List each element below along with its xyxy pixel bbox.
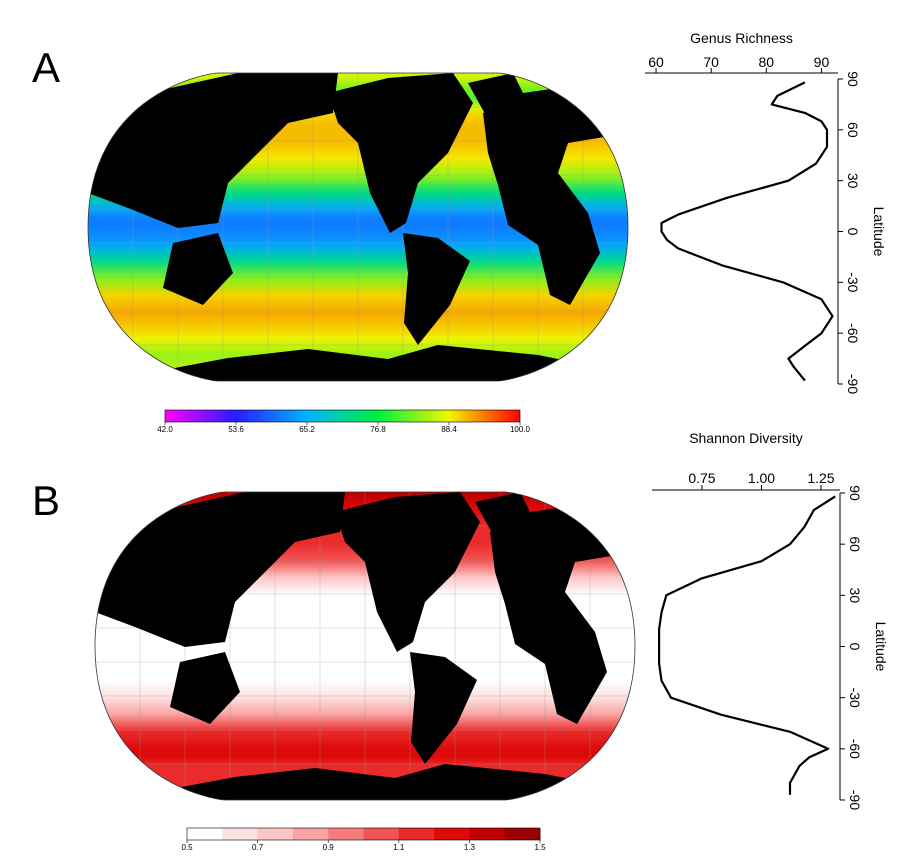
- colorbar-step: [469, 828, 505, 840]
- x-tick-label: 1.00: [748, 470, 775, 486]
- y-tick-label: -90: [845, 374, 861, 394]
- x-tick-label: 90: [814, 54, 830, 70]
- y-tick-label: -90: [847, 790, 863, 810]
- y-tick-label: 30: [845, 173, 861, 189]
- colorbar-step: [363, 828, 400, 840]
- colorbar-step: [398, 828, 435, 840]
- map-outline: [87, 72, 629, 382]
- panel-label: B: [32, 477, 60, 524]
- colorbar-tick-label: 0.5: [181, 843, 193, 852]
- y-tick-label: 0: [845, 228, 861, 236]
- x-tick-label: 0.75: [688, 470, 715, 486]
- colorbar-step: [328, 828, 364, 840]
- y-tick-label: 0: [847, 643, 863, 651]
- x-tick-label: 80: [759, 54, 775, 70]
- colorbar-tick-label: 1.3: [464, 843, 476, 852]
- y-tick-label: -60: [847, 739, 863, 759]
- y-tick-label: -60: [845, 323, 861, 343]
- x-tick-label: 70: [703, 54, 719, 70]
- colorbar-tick-label: 42.0: [157, 425, 173, 434]
- colorbar-tick-label: 76.8: [370, 425, 386, 434]
- colorbar-tick-label: 100.0: [510, 425, 531, 434]
- colorbar-step: [222, 828, 258, 840]
- x-tick-label: 1.25: [807, 470, 834, 486]
- colorbar-step: [434, 828, 470, 840]
- colorbar-gradient: [165, 410, 520, 422]
- y-tick-label: -30: [847, 688, 863, 708]
- colorbar-tick-label: 65.2: [299, 425, 315, 434]
- colorbar-step: [504, 828, 541, 840]
- y-tick-label: 60: [847, 536, 863, 552]
- colorbar-step: [292, 828, 329, 840]
- profile-line: [660, 81, 834, 382]
- profile-line: [658, 495, 836, 795]
- x-axis-title: Genus Richness: [690, 30, 793, 46]
- y-axis-title: Latitude: [871, 207, 887, 257]
- colorbar-step: [257, 828, 294, 840]
- map-outline: [94, 491, 636, 801]
- colorbar-tick-label: 0.7: [252, 843, 264, 852]
- y-tick-label: -30: [845, 272, 861, 292]
- map: [87, 72, 629, 382]
- x-tick-label: 60: [648, 54, 664, 70]
- y-tick-label: 30: [847, 588, 863, 604]
- colorbar-tick-label: 88.4: [441, 425, 457, 434]
- colorbar-tick-label: 53.6: [228, 425, 244, 434]
- panel-label: A: [32, 44, 60, 91]
- colorbar-tick-label: 0.9: [323, 843, 335, 852]
- colorbar-frame: [186, 827, 541, 841]
- colorbar-tick-label: 1.1: [393, 843, 405, 852]
- x-axis-title: Shannon Diversity: [689, 430, 803, 446]
- colorbar-frame: [164, 409, 521, 423]
- y-tick-label: 60: [845, 122, 861, 138]
- colorbar-tick-label: 1.5: [534, 843, 546, 852]
- y-tick-label: 90: [847, 485, 863, 501]
- y-axis-title: Latitude: [873, 622, 889, 672]
- y-tick-label: 90: [845, 71, 861, 87]
- map: [94, 491, 636, 801]
- colorbar-step: [187, 828, 223, 840]
